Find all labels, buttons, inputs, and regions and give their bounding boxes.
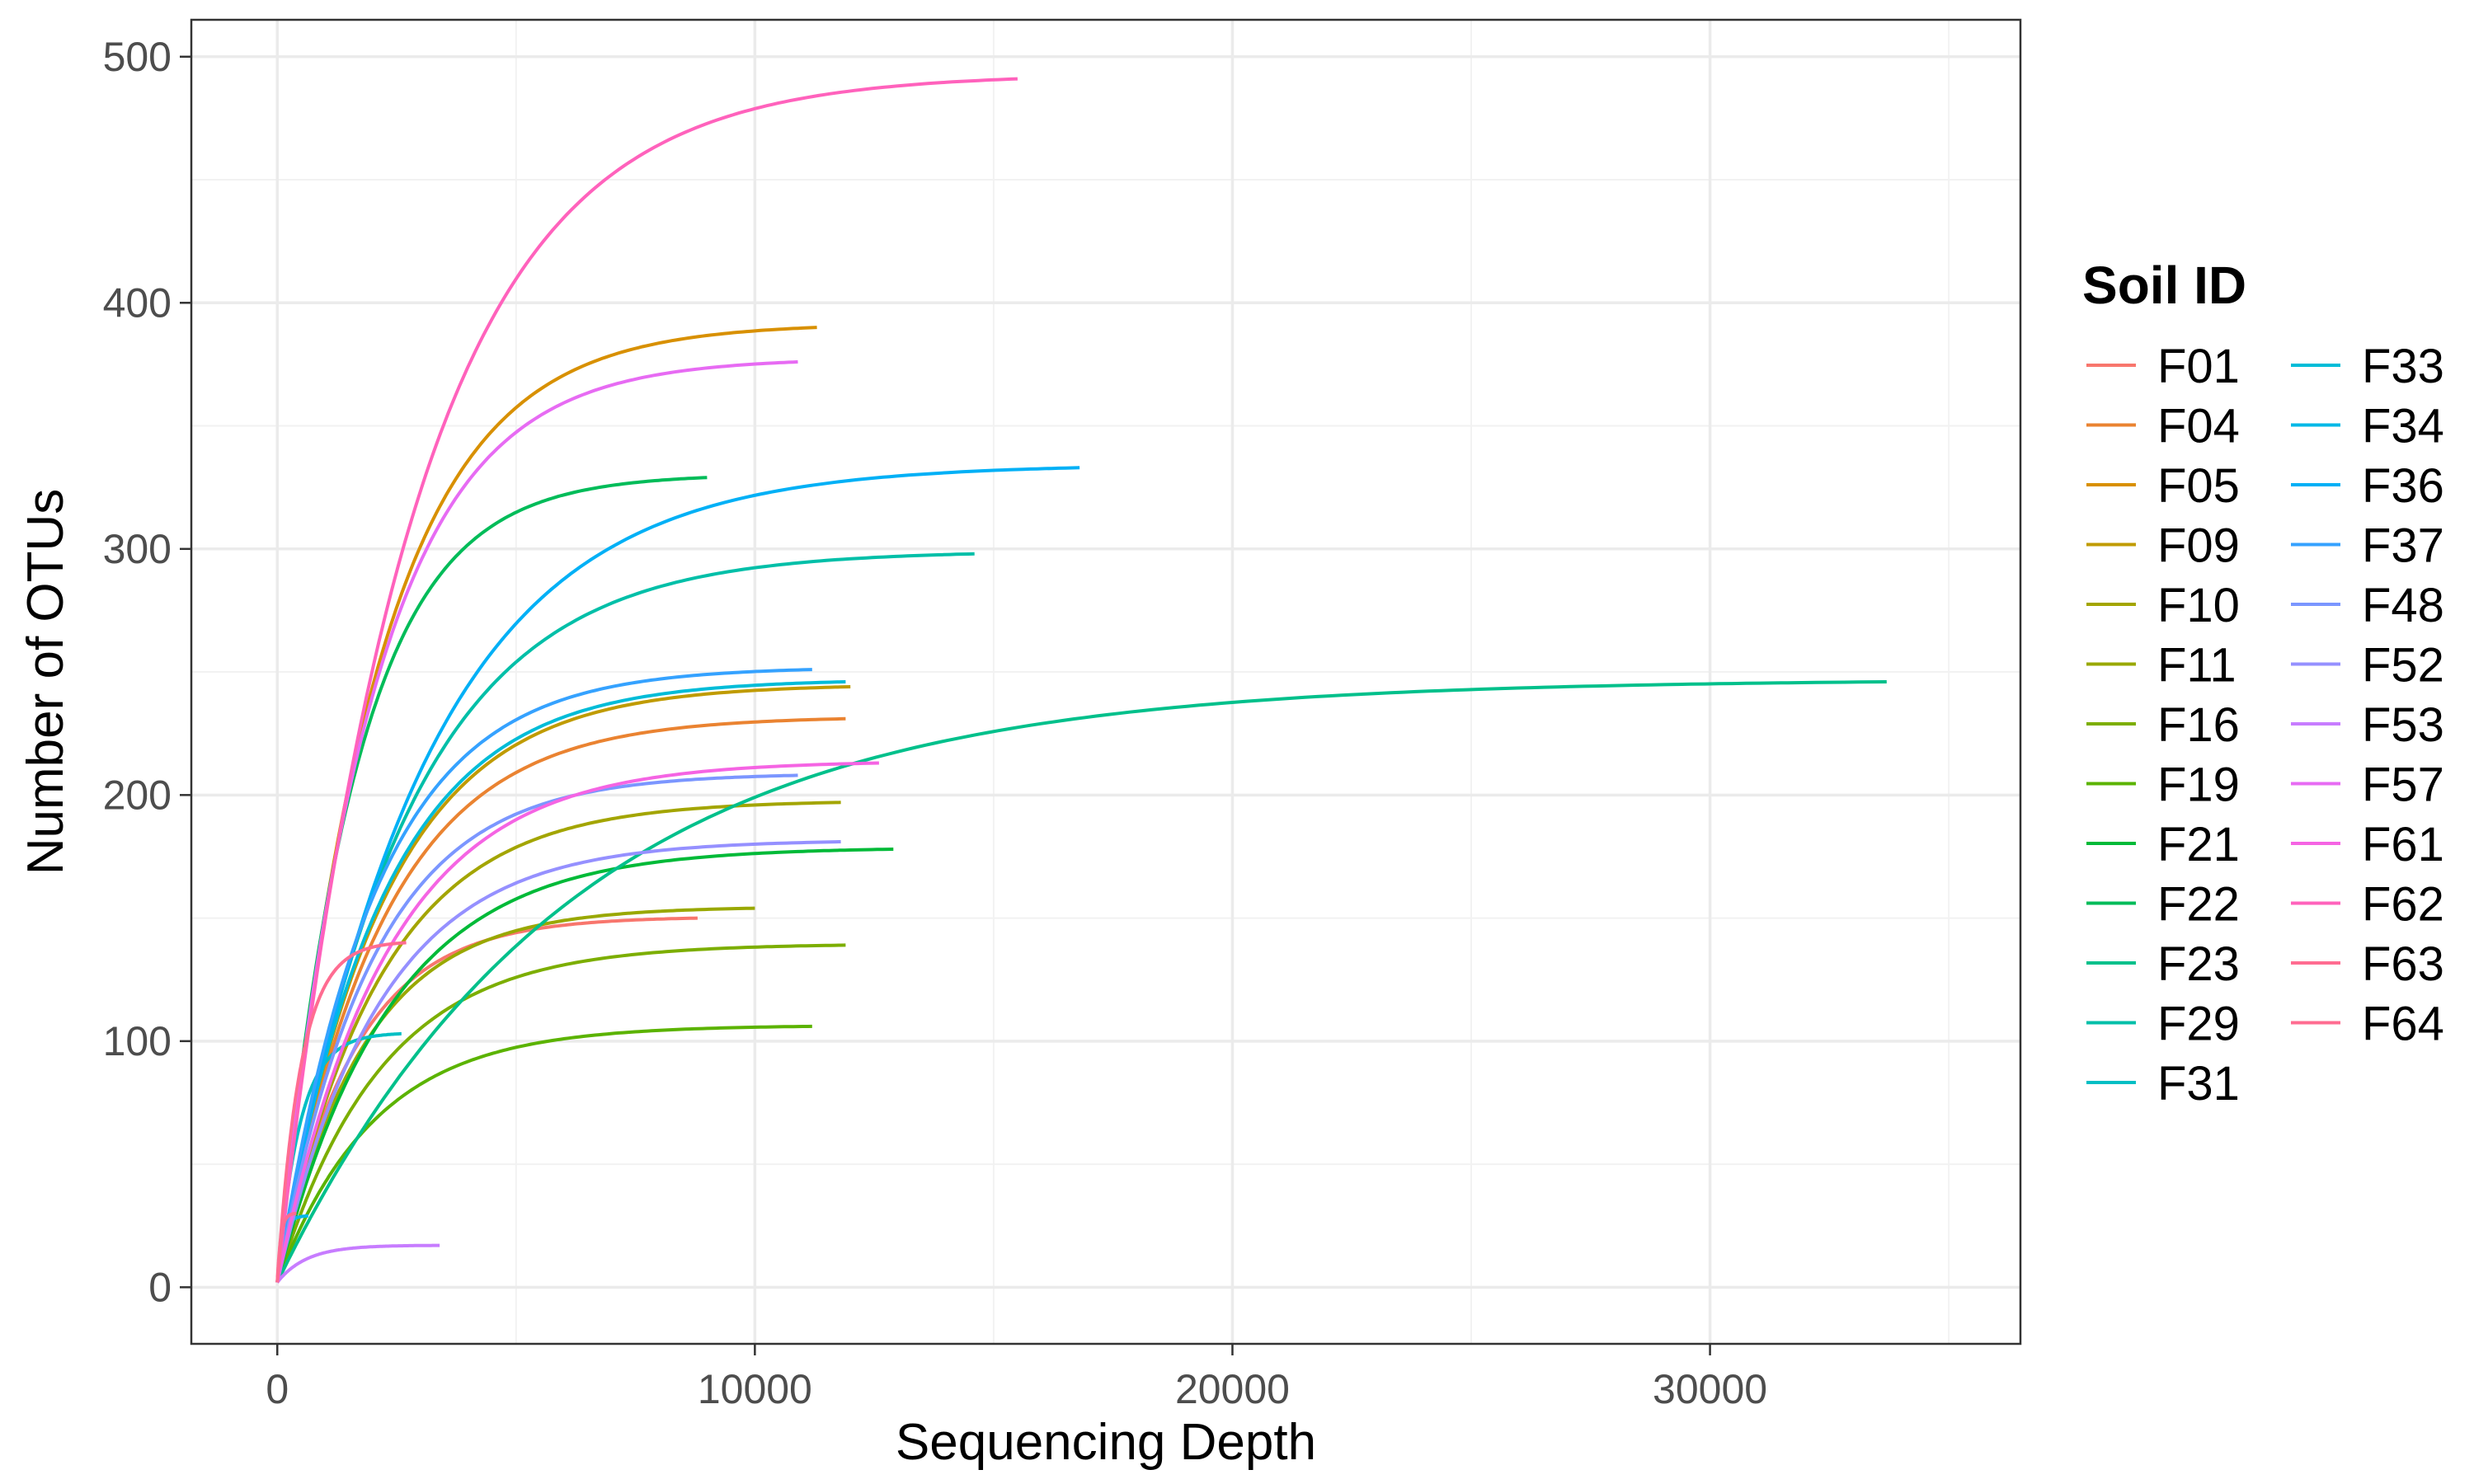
legend-item: F09 xyxy=(2086,519,2240,573)
legend-item: F36 xyxy=(2291,459,2444,513)
legend-item: F19 xyxy=(2086,758,2240,812)
legend-label: F62 xyxy=(2362,878,2444,932)
legend-item: F34 xyxy=(2291,400,2444,453)
legend-item: F10 xyxy=(2086,579,2240,632)
x-tick-label: 10000 xyxy=(698,1366,812,1412)
legend-item: F52 xyxy=(2291,639,2444,693)
legend-label: F10 xyxy=(2157,579,2240,632)
y-tick-label: 0 xyxy=(148,1264,172,1310)
legend-label: F37 xyxy=(2362,519,2444,573)
legend-label: F05 xyxy=(2157,459,2240,513)
legend-item: F21 xyxy=(2086,818,2240,871)
legend-label: F19 xyxy=(2157,758,2240,812)
y-tick-label: 100 xyxy=(103,1018,172,1064)
legend-label: F63 xyxy=(2362,937,2444,991)
legend-item: F23 xyxy=(2086,937,2240,991)
legend-label: F23 xyxy=(2157,937,2240,991)
series-line-f53 xyxy=(275,1243,440,1284)
series-line-f36 xyxy=(275,466,1080,1283)
axes-layer: 0 10000 20000 30000 0 100 200 300 400 500 xyxy=(103,18,2022,1412)
legend-label: F61 xyxy=(2362,818,2444,871)
legend-label: F52 xyxy=(2362,639,2444,693)
series-line-f64 xyxy=(275,1211,297,1283)
legend-item: F57 xyxy=(2291,758,2444,812)
legend-item: F37 xyxy=(2291,519,2444,573)
legend-label: F31 xyxy=(2157,1057,2240,1111)
legend-label: F33 xyxy=(2362,340,2444,393)
legend-label: F64 xyxy=(2362,998,2444,1051)
series-line-f48 xyxy=(275,773,798,1283)
legend-label: F11 xyxy=(2157,639,2236,693)
legend-label: F53 xyxy=(2362,698,2444,752)
legend-label: F34 xyxy=(2362,400,2444,453)
series-line-f61 xyxy=(275,761,879,1283)
legend-label: F29 xyxy=(2157,998,2240,1051)
series-line-f37 xyxy=(275,668,812,1283)
legend-label: F22 xyxy=(2157,878,2240,932)
series-line-f52 xyxy=(275,840,841,1283)
legend-item: F16 xyxy=(2086,698,2240,752)
legend-item: F48 xyxy=(2291,579,2444,632)
legend-label: F01 xyxy=(2157,340,2240,393)
legend-item: F05 xyxy=(2086,459,2240,513)
legend-item: F11 xyxy=(2086,639,2236,693)
legend-item: F63 xyxy=(2291,937,2444,991)
x-tick-label: 30000 xyxy=(1653,1366,1767,1412)
legend-item: F29 xyxy=(2086,998,2240,1051)
y-tick-label: 200 xyxy=(103,772,172,818)
legend-item: F22 xyxy=(2086,878,2240,932)
legend-item: F53 xyxy=(2291,698,2444,752)
y-axis-title: Number of OTUs xyxy=(17,489,74,876)
legend-label: F57 xyxy=(2362,758,2444,812)
legend-item: F61 xyxy=(2291,818,2444,871)
legend-label: F09 xyxy=(2157,519,2240,573)
legend-label: F36 xyxy=(2362,459,2444,513)
series-line-f23 xyxy=(275,680,1887,1284)
legend-item: F01 xyxy=(2086,340,2240,393)
series-line-f19 xyxy=(275,1024,812,1284)
series-line-f62 xyxy=(275,77,1018,1283)
y-tick-label: 300 xyxy=(103,526,172,572)
x-tick-label: 0 xyxy=(266,1366,289,1412)
legend-label: F21 xyxy=(2157,818,2240,871)
legend-item: F04 xyxy=(2086,400,2240,453)
legend-label: F48 xyxy=(2362,579,2444,632)
plot-border xyxy=(190,18,2022,1345)
legend-label: F16 xyxy=(2157,698,2240,752)
legend-item: F33 xyxy=(2291,340,2444,393)
plot-panel xyxy=(191,20,2020,1344)
legend-item: F64 xyxy=(2291,998,2444,1051)
legend-item: F31 xyxy=(2086,1057,2240,1111)
legend-title: Soil ID xyxy=(2082,256,2246,315)
x-axis-title: Sequencing Depth xyxy=(896,1414,1316,1471)
legend: Soil ID F01F04F05F09F10F11F16F19F21F22F2… xyxy=(2082,256,2444,1111)
legend-label: F04 xyxy=(2157,400,2240,453)
series-line-f21 xyxy=(275,848,894,1283)
y-tick-label: 400 xyxy=(103,279,172,326)
legend-item: F62 xyxy=(2291,878,2444,932)
x-tick-label: 20000 xyxy=(1175,1366,1290,1412)
series-line-f63 xyxy=(275,941,407,1283)
y-tick-label: 500 xyxy=(103,34,172,80)
